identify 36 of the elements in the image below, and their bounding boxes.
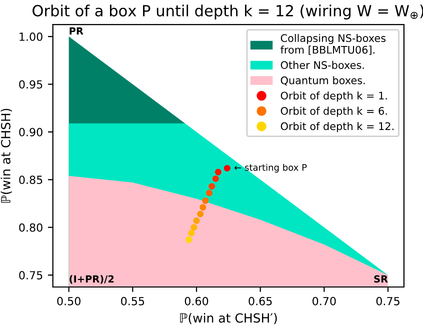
point [224,164,230,172]
point [197,210,204,218]
x-tick-label: 0.75 [376,296,400,306]
x-tick-label: 0.50 [57,296,80,306]
point [208,183,216,190]
legend-label: Quantum boxes. [280,76,365,86]
x-tick-label: 0.65 [248,296,272,306]
annotation: PR [70,27,84,35]
y-tick-label: 0.95 [19,80,42,89]
y-axis-title: ℙ(win at CHSH) [0,108,12,203]
legend-label: Orbit of depth k = 1. [280,92,387,102]
annotation: ← starting box P [234,164,307,173]
legend-label: Other NS-boxes. [280,60,364,69]
annotation: (I+PR)/2 [70,275,114,284]
point [202,197,209,204]
legend-label: Orbit of depth k = 6. [280,106,387,117]
point [186,236,192,244]
point [214,168,222,176]
y-tick-label: 0.75 [19,271,42,280]
y-tick-label: 0.90 [19,128,42,136]
legend-label: Collapsing NS-boxes from [BBLMTU06]. [280,34,386,55]
annotation: SR [374,275,388,283]
y-tick-label: 0.85 [19,176,42,184]
point [193,217,200,224]
legend-label: Orbit of depth k = 12. [280,122,394,132]
x-axis-title: ℙ(win at CHSH′) [180,313,277,324]
y-tick-label: 1.00 [20,32,42,41]
point [206,190,213,196]
point [188,230,195,236]
x-tick-label: 0.55 [121,296,144,306]
x-tick-label: 0.70 [312,296,336,306]
x-tick-label: 0.60 [184,296,208,306]
point [190,224,198,231]
point [212,175,219,182]
point [200,204,206,211]
y-tick-label: 0.80 [19,223,42,232]
